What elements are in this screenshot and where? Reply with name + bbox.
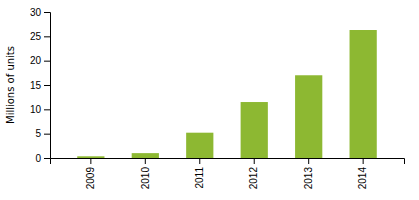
bar xyxy=(350,30,377,158)
tick: 2011 xyxy=(194,158,205,189)
tick: 2014 xyxy=(357,158,368,189)
bar xyxy=(186,133,213,158)
tick-mark xyxy=(44,109,50,110)
bar xyxy=(241,102,268,158)
tick-label: 10 xyxy=(30,104,42,115)
tick-label: 2014 xyxy=(357,167,368,190)
tick: 10 xyxy=(30,104,50,115)
tick-mark xyxy=(199,158,200,164)
bar xyxy=(295,75,322,158)
tick-label: 2013 xyxy=(303,167,314,190)
tick-label: 2012 xyxy=(248,167,259,190)
bar xyxy=(132,153,159,158)
tick: 2012 xyxy=(248,158,259,189)
tick-label: 2009 xyxy=(85,167,96,190)
tick-label: 0 xyxy=(35,153,41,164)
tick-label: 20 xyxy=(30,55,42,66)
tick: 20 xyxy=(30,55,50,66)
x-axis: 2009 2010 2011 2012 2013 2014 xyxy=(51,158,405,189)
tick-label: 5 xyxy=(35,128,41,139)
tick: 15 xyxy=(30,80,50,91)
tick-mark xyxy=(44,61,50,62)
tick-label: 30 xyxy=(30,7,42,18)
tick-mark xyxy=(44,12,50,13)
tick: 5 xyxy=(35,128,50,139)
y-axis: 0 5 10 15 20 25 30 xyxy=(30,7,51,164)
tick: 2013 xyxy=(303,158,314,189)
y-axis-title: Millions of units xyxy=(5,46,16,124)
axis-domain xyxy=(44,13,51,159)
axis-domain xyxy=(51,159,405,165)
tick-mark xyxy=(44,85,50,86)
tick: 30 xyxy=(30,7,50,18)
tick-label: 25 xyxy=(30,31,42,42)
tick-label: 15 xyxy=(30,80,42,91)
tick: 2010 xyxy=(140,158,151,189)
tick-mark xyxy=(308,158,309,164)
bar xyxy=(77,156,104,158)
tick-mark xyxy=(44,36,50,37)
bars xyxy=(77,30,377,158)
plot: 0 5 10 15 20 25 30 2009 2010 2011 2012 2013 2014 xyxy=(30,7,405,190)
tick: 25 xyxy=(30,31,50,42)
tick-mark xyxy=(145,158,146,164)
chart: 0 5 10 15 20 25 30 2009 2010 2011 2012 2013 2014 Mill… xyxy=(0,0,419,200)
tick-mark xyxy=(44,158,50,159)
tick-label: 2010 xyxy=(140,167,151,190)
tick: 2009 xyxy=(85,158,96,189)
tick: 0 xyxy=(35,153,50,164)
tick-mark xyxy=(254,158,255,164)
tick-mark xyxy=(44,134,50,135)
tick-label: 2011 xyxy=(194,167,205,189)
tick-mark xyxy=(363,158,364,164)
tick-mark xyxy=(90,158,91,164)
